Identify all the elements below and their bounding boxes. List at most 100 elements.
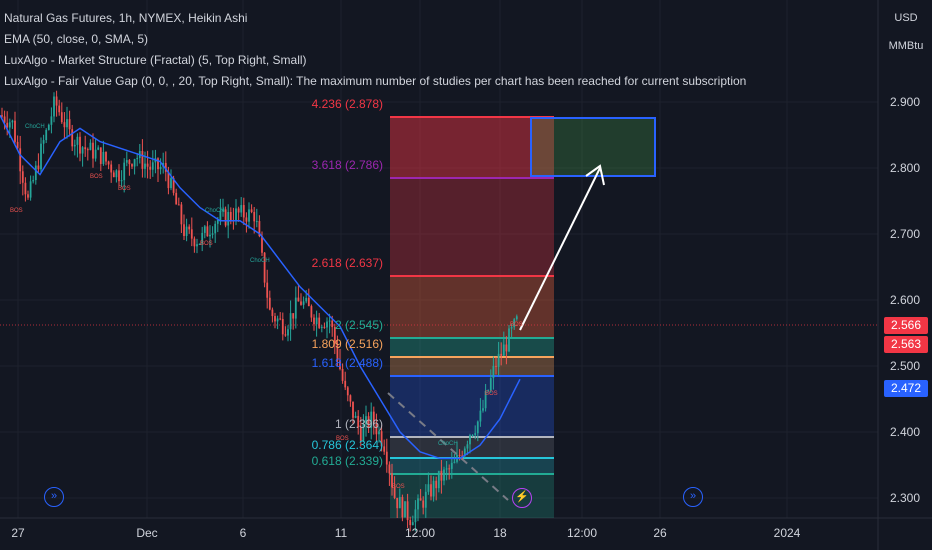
candle-body — [237, 208, 240, 213]
candle-body — [66, 119, 68, 128]
price-badge: 2.566 — [884, 317, 928, 334]
candle-body — [81, 147, 84, 154]
candle-body — [53, 96, 55, 117]
candle-body — [50, 116, 53, 125]
replay-icon[interactable]: » — [44, 487, 64, 507]
lightning-icon[interactable]: ⚡ — [512, 488, 532, 508]
candle-body — [1, 115, 3, 117]
candle-body — [170, 178, 172, 189]
fib-level-label: 1.809 (2.516) — [311, 337, 383, 351]
bos-marker: BOS — [392, 484, 405, 490]
candle-body — [47, 124, 50, 130]
candle-body — [164, 163, 167, 172]
price-axis-label: 2.500 — [890, 359, 921, 373]
candle-body — [105, 151, 107, 162]
candle-body — [19, 148, 22, 172]
fib-zone — [390, 117, 554, 178]
candle-body — [16, 141, 19, 149]
candle-body — [274, 316, 276, 322]
candle-body — [8, 122, 11, 128]
fib-level-label: 1 (2.396) — [334, 417, 383, 431]
candle-body — [128, 160, 131, 165]
currency-button[interactable]: USD — [894, 12, 918, 24]
choch-marker: ChoCH — [250, 258, 270, 264]
candle-body — [393, 487, 396, 498]
candle-body — [190, 229, 193, 239]
candle-body — [515, 316, 518, 320]
candle-body — [58, 105, 61, 113]
candle-body — [227, 212, 230, 226]
legend-market-structure[interactable]: LuxAlgo - Market Structure (Fractal) (5,… — [4, 53, 307, 67]
bos-marker: BOS — [485, 391, 498, 397]
legend-fair-value-gap[interactable]: LuxAlgo - Fair Value Gap (0, 0, , 20, To… — [4, 74, 747, 88]
unit-button[interactable]: MMBtu — [888, 40, 924, 52]
fib-level-label: 3.618 (2.786) — [311, 158, 383, 172]
candle-body — [471, 434, 474, 436]
bos-marker: BOS — [200, 241, 213, 247]
bos-marker: BOS — [90, 174, 103, 180]
candle-body — [430, 484, 432, 497]
time-axis-label: 2024 — [773, 526, 801, 540]
target-box — [530, 117, 656, 177]
candle-body — [268, 297, 271, 310]
candle-body — [193, 238, 196, 247]
candle-body — [422, 500, 425, 508]
fib-level-label: 0.786 (2.364) — [311, 438, 383, 452]
candle-body — [357, 415, 360, 428]
candle-body — [354, 415, 357, 418]
time-axis-label: 18 — [493, 526, 507, 540]
legend-ema[interactable]: EMA (50, close, 0, SMA, 5) — [4, 32, 149, 46]
time-axis-label: 6 — [239, 526, 247, 540]
bos-marker: BOS — [10, 208, 23, 214]
candle-body — [261, 236, 263, 253]
arrow-head — [585, 164, 605, 186]
price-axis-label: 2.800 — [890, 161, 921, 175]
candle-body — [240, 205, 243, 213]
candle-body — [203, 226, 206, 233]
candle-body — [313, 317, 315, 325]
candle-body — [409, 520, 412, 526]
candle-body — [365, 416, 367, 425]
candle-body — [479, 410, 482, 422]
candle-body — [508, 328, 510, 352]
candle-body — [346, 387, 349, 396]
candle-body — [279, 318, 282, 320]
time-axis-label: 12:00 — [404, 526, 436, 540]
replay-icon[interactable]: » — [683, 487, 703, 507]
candle-body — [320, 326, 323, 328]
candle-body — [419, 498, 422, 501]
candle-body — [292, 313, 295, 319]
candle-body — [14, 120, 16, 142]
candle-body — [214, 223, 217, 234]
candle-body — [242, 205, 245, 218]
candle-body — [448, 468, 451, 470]
candle-body — [177, 204, 180, 206]
candle-body — [172, 178, 175, 193]
choch-marker: ChoCH — [438, 441, 458, 447]
ema-line — [0, 114, 521, 460]
candle-body — [482, 408, 484, 411]
candle-body — [284, 334, 287, 336]
candle-body — [318, 317, 321, 328]
candle-body — [89, 142, 92, 151]
candle-body — [359, 427, 362, 441]
candle-body — [271, 309, 274, 317]
candle-body — [60, 112, 63, 123]
time-axis-label: 27 — [11, 526, 25, 540]
price-axis-label: 2.400 — [890, 425, 921, 439]
time-axis-label: 26 — [653, 526, 667, 540]
candle-body — [118, 170, 120, 182]
candle-body — [443, 469, 445, 481]
candle-body — [219, 211, 222, 221]
candle-body — [11, 120, 14, 123]
fib-level-label: 0.618 (2.339) — [311, 454, 383, 468]
candle-body — [146, 163, 149, 167]
candle-body — [68, 119, 71, 130]
candle-body — [378, 431, 380, 435]
candle-body — [183, 224, 185, 236]
candle-body — [266, 282, 269, 298]
candle-body — [339, 360, 341, 369]
candle-body — [372, 411, 375, 425]
legend-title[interactable]: Natural Gas Futures, 1h, NYMEX, Heikin A… — [4, 11, 248, 25]
